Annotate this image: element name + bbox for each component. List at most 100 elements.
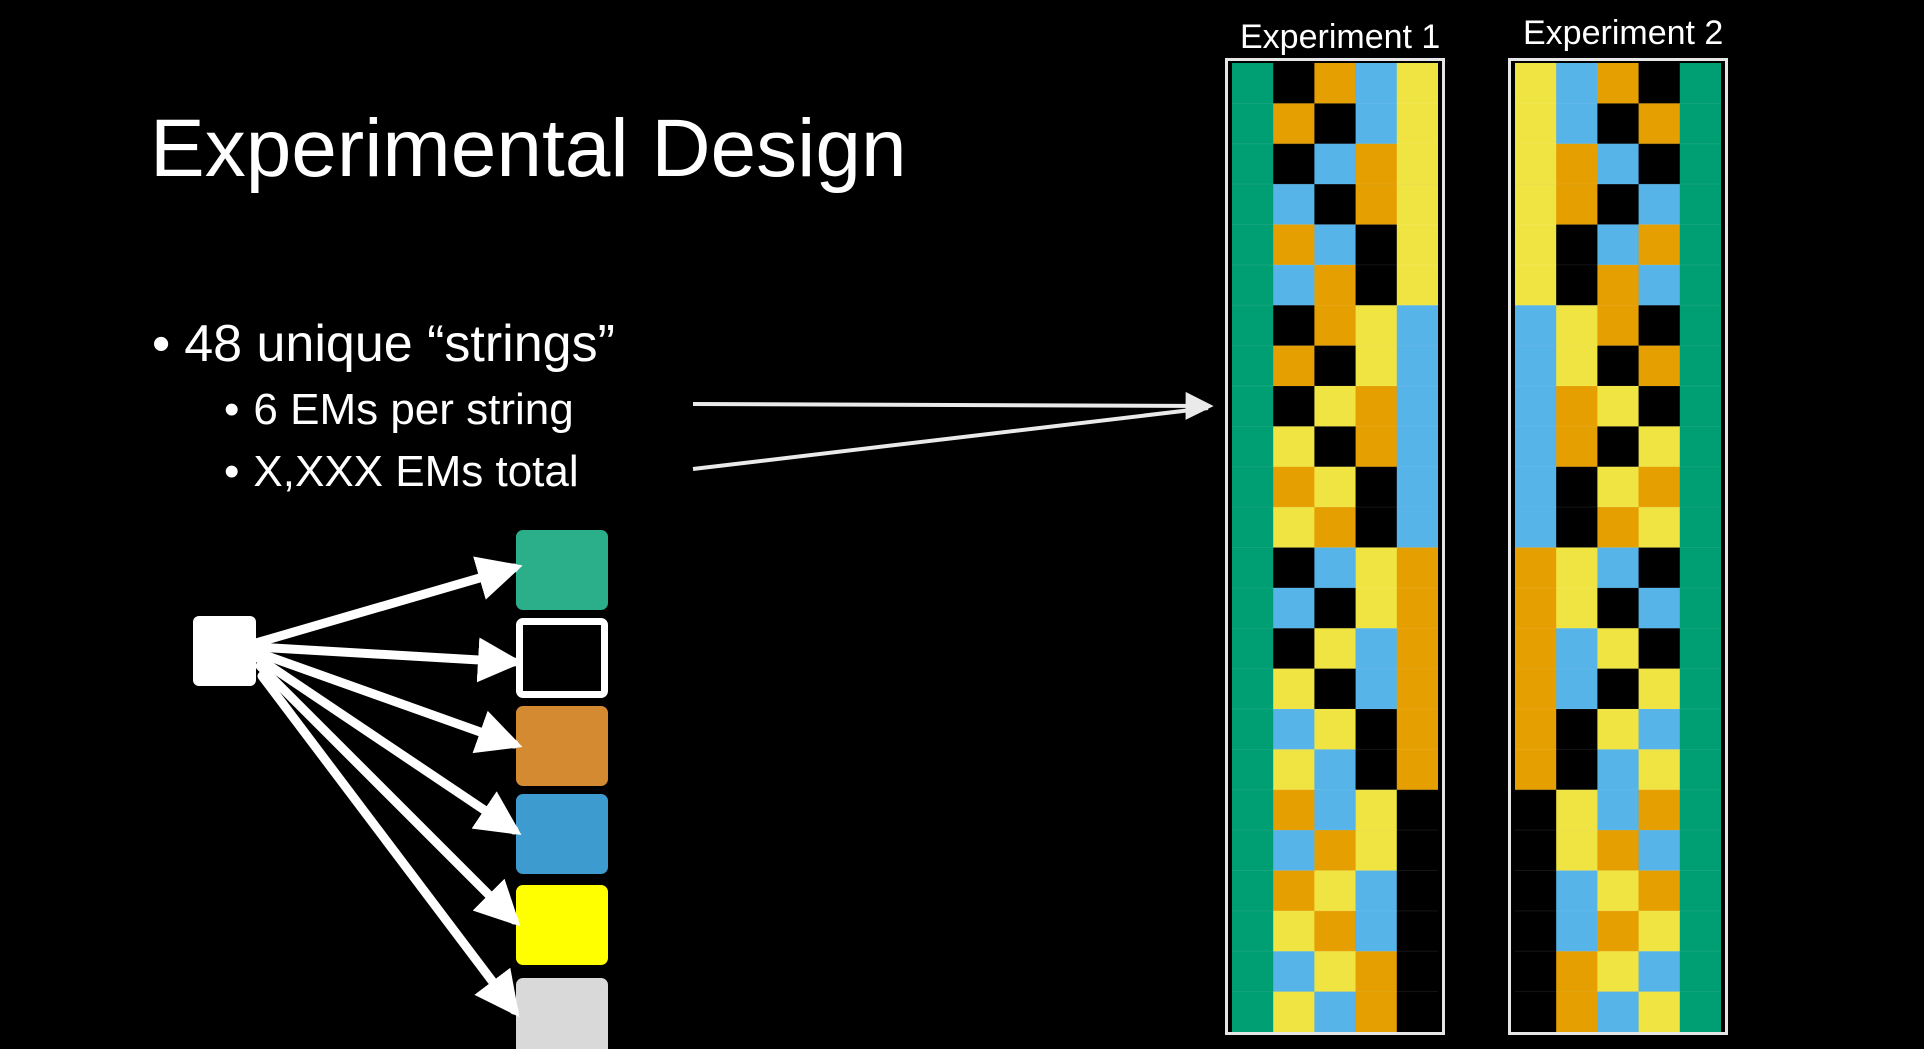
- experiment-1-cell: [1314, 224, 1356, 266]
- experiment-2-cell: [1679, 870, 1721, 912]
- experiment-2-cell: [1556, 63, 1598, 104]
- experiment-1-cell: [1355, 910, 1398, 952]
- experiment-1-cell: [1273, 830, 1315, 871]
- experiment-2-cell: [1638, 143, 1681, 185]
- experiment-1-cell: [1396, 749, 1438, 791]
- experiment-1-cell: [1273, 749, 1315, 791]
- experiment-2-cell: [1679, 789, 1721, 831]
- experiment-2-cell: [1638, 830, 1681, 871]
- bullet-arrows: [692, 391, 1214, 471]
- experiment-1-cell: [1396, 830, 1438, 871]
- bullet-dot: •: [224, 385, 240, 434]
- experiment-1-cell: [1232, 103, 1274, 145]
- experiment-2-cell: [1679, 386, 1721, 427]
- experiment-2-cell: [1679, 143, 1721, 185]
- experiment-2-cell: [1638, 628, 1681, 669]
- experiment-2-cell: [1515, 386, 1557, 427]
- experiment-2-cell: [1515, 628, 1557, 669]
- experiment-2-cell: [1638, 789, 1681, 831]
- experiment-2-cell: [1597, 749, 1639, 791]
- experiment-2-cell: [1556, 951, 1598, 992]
- experiment-1-cell: [1355, 466, 1398, 508]
- legend-swatch-green: [516, 530, 608, 610]
- experiment-2-grid: [1508, 58, 1728, 1035]
- experiment-1-cell: [1396, 143, 1438, 185]
- experiment-2-cell: [1597, 264, 1639, 306]
- experiment-2-cell: [1556, 305, 1598, 346]
- arrow-to-green: [251, 556, 523, 648]
- experiment-1-cell: [1396, 668, 1438, 710]
- experiment-1-cell: [1273, 426, 1315, 468]
- experiment-1-cell: [1314, 749, 1356, 791]
- experiment-1-cell: [1232, 830, 1274, 871]
- experiment-2-cell: [1638, 547, 1681, 589]
- experiment-1-cell: [1314, 547, 1356, 589]
- experiment-1-cell: [1314, 668, 1356, 710]
- experiment-2-cell: [1515, 345, 1557, 387]
- experiment-2-cell: [1638, 345, 1681, 387]
- sub-bullet-ems-per-string: • 6 EMs per string: [224, 388, 574, 432]
- experiment-1-cell: [1396, 345, 1438, 387]
- experiment-1-cell: [1355, 628, 1398, 669]
- experiment-1-cell: [1273, 910, 1315, 952]
- experiment-1-cell: [1314, 466, 1356, 508]
- experiment-2-cell: [1679, 224, 1721, 266]
- experiment-1-cell: [1355, 668, 1398, 710]
- experiment-2-cell: [1679, 587, 1721, 629]
- experiment-2-cell: [1597, 426, 1639, 468]
- experiment-1-cell: [1355, 63, 1398, 104]
- experiment-2-cell: [1515, 143, 1557, 185]
- experiment-1-cell: [1232, 789, 1274, 831]
- experiment-2-cell: [1679, 63, 1721, 104]
- experiment-2-cell: [1556, 628, 1598, 669]
- experiment-2-cell: [1638, 709, 1681, 750]
- experiment-2-grid-cells: [1515, 63, 1721, 1032]
- experiment-2-cell: [1679, 668, 1721, 710]
- experiment-1-cell: [1396, 507, 1438, 548]
- experiment-1-grid: [1225, 58, 1445, 1035]
- experiment-1-cell: [1314, 870, 1356, 912]
- experiment-1-cell: [1355, 305, 1398, 346]
- experiment-2-cell: [1597, 830, 1639, 871]
- experiment-1-cell: [1314, 709, 1356, 750]
- experiment-2-cell: [1679, 264, 1721, 306]
- experiment-2-cell: [1597, 668, 1639, 710]
- experiment-2-cell: [1515, 587, 1557, 629]
- experiment-1-label: Experiment 1: [1240, 18, 1441, 56]
- experiment-1-cell: [1355, 507, 1398, 548]
- experiment-2-cell: [1515, 103, 1557, 145]
- experiment-1-cell: [1314, 628, 1356, 669]
- experiment-2-cell: [1679, 910, 1721, 952]
- experiment-1-cell: [1396, 305, 1438, 346]
- experiment-2-cell: [1638, 870, 1681, 912]
- legend-swatch-yellow: [516, 885, 608, 965]
- experiment-1-cell: [1314, 991, 1356, 1032]
- experiment-2-cell: [1597, 507, 1639, 548]
- experiment-1-cell: [1314, 830, 1356, 871]
- experiment-2-cell: [1638, 749, 1681, 791]
- arrow-to-blue: [253, 653, 522, 836]
- arrow-to-yellow: [255, 661, 521, 927]
- experiment-1-cell: [1314, 587, 1356, 629]
- legend-swatch-orange: [516, 706, 608, 786]
- experiment-2-cell: [1556, 345, 1598, 387]
- experiment-1-cell: [1273, 143, 1315, 185]
- fan-out-arrows: [251, 556, 523, 1018]
- experiment-2-cell: [1597, 910, 1639, 952]
- experiment-2-cell: [1556, 910, 1598, 952]
- arrow-to-orange: [251, 647, 523, 754]
- experiment-2-cell: [1515, 63, 1557, 104]
- experiment-2-cell: [1515, 305, 1557, 346]
- experiment-1-cell: [1396, 870, 1438, 912]
- experiment-2-cell: [1597, 224, 1639, 266]
- experiment-1-cell: [1396, 789, 1438, 831]
- experiment-1-cell: [1314, 789, 1356, 831]
- experiment-1-cell: [1314, 103, 1356, 145]
- experiment-1-cell: [1355, 264, 1398, 306]
- experiment-1-cell: [1314, 951, 1356, 992]
- experiment-2-cell: [1597, 547, 1639, 589]
- experiment-2-cell: [1597, 991, 1639, 1032]
- experiment-1-cell: [1355, 830, 1398, 871]
- experiment-1-cell: [1314, 910, 1356, 952]
- arrow-from-ems-per-string: [692, 391, 1214, 420]
